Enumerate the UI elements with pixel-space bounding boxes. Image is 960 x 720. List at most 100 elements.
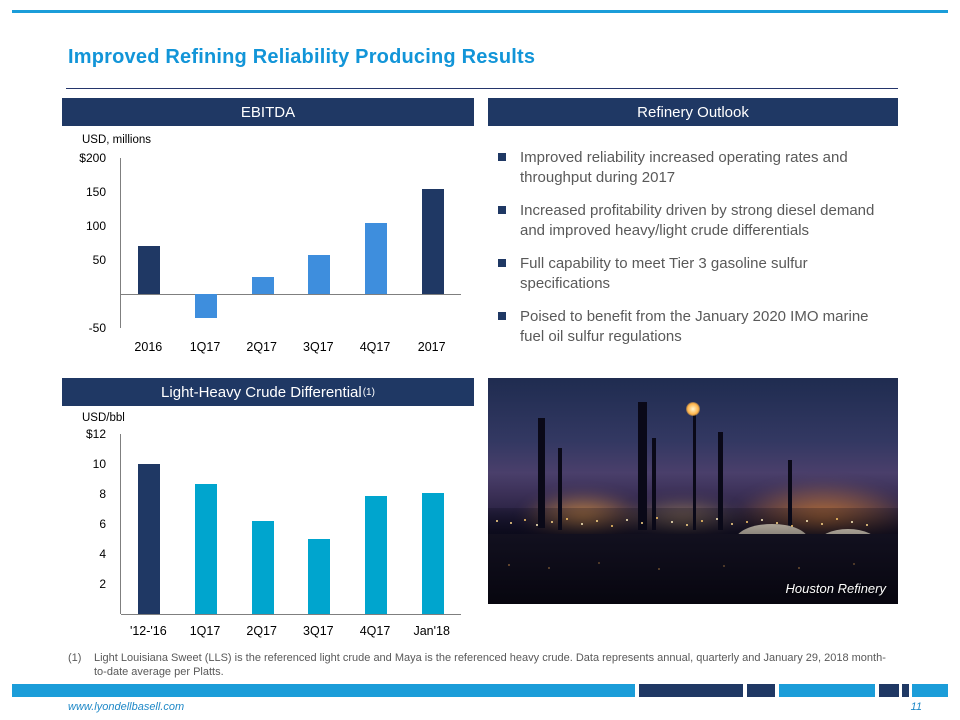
- y-tick-label: 2: [99, 577, 106, 591]
- bullet-text: Poised to benefit from the January 2020 …: [520, 308, 869, 345]
- x-tick-label: 3Q17: [303, 340, 334, 354]
- x-axis-line: [121, 294, 461, 295]
- refinery-light-reflections: [508, 564, 510, 566]
- bar-2016: [138, 246, 161, 294]
- y-tick-label: 100: [85, 219, 106, 233]
- differential-y-axis: $12 10 8 6 4 2: [62, 427, 114, 614]
- differential-axis-title: USD/bbl: [82, 412, 125, 424]
- outlook-bullet-item: Full capability to meet Tier 3 gasoline …: [498, 254, 890, 293]
- bullet-square-icon: [498, 153, 506, 161]
- x-tick-label: 2Q17: [246, 340, 277, 354]
- refinery-stack-silhouette: [718, 432, 723, 530]
- differential-header-footnote-ref: (1): [362, 386, 375, 398]
- ebitda-chart: USD, millions $200 150 100 50 -50 2016 1Q17 2Q…: [62, 128, 474, 373]
- outlook-panel-header: Refinery Outlook: [488, 98, 898, 126]
- x-tick-label: 3Q17: [303, 624, 334, 638]
- refinery-stack-silhouette: [638, 402, 647, 530]
- ebitda-y-axis: $200 150 100 50 -50: [62, 151, 114, 335]
- footer-bar-segment: [747, 684, 775, 697]
- bullet-text: Improved reliability increased operating…: [520, 149, 848, 186]
- footer-bar-gap: [743, 684, 747, 697]
- y-tick-label: $200: [79, 151, 106, 165]
- y-tick-label: 50: [92, 253, 106, 267]
- photo-caption: Houston Refinery: [785, 581, 886, 596]
- bar-3Q17: [308, 255, 331, 294]
- bullet-square-icon: [498, 312, 506, 320]
- footer-url-link[interactable]: www.lyondellbasell.com: [68, 701, 185, 713]
- differential-panel-header: Light-Heavy Crude Differential (1): [62, 378, 474, 406]
- x-tick-label: 1Q17: [189, 340, 221, 354]
- outlook-bullet-list: Improved reliability increased operating…: [498, 148, 890, 360]
- y-tick-label: 8: [99, 487, 106, 501]
- footer-bar-segment: [879, 684, 899, 697]
- refinery-lights: [496, 520, 498, 522]
- bar-4Q17: [365, 222, 387, 294]
- bar-Jan'18: [421, 492, 444, 614]
- y-tick-label: 150: [85, 185, 106, 199]
- bar-'12-'16: [138, 464, 161, 614]
- page-number: 11: [910, 701, 922, 713]
- refinery-flare-stack-silhouette: [693, 412, 696, 530]
- ebitda-x-axis-labels: 2016 1Q17 2Q17 3Q17 4Q17 2017: [120, 340, 460, 354]
- footer-bar-segment: [902, 684, 909, 697]
- footer-bar-gap: [635, 684, 639, 697]
- footer-bar-gap: [875, 684, 879, 697]
- footer-bar-gap: [899, 684, 902, 697]
- footnote: (1) Light Louisiana Sweet (LLS) is the r…: [68, 652, 892, 680]
- refinery-stack-silhouette: [788, 460, 792, 530]
- y-tick-label: 6: [99, 517, 106, 531]
- bar-1Q17: [195, 483, 217, 614]
- outlook-bullet-item: Poised to benefit from the January 2020 …: [498, 307, 890, 346]
- footer-bar-segment: [779, 684, 875, 697]
- bar-2Q17: [251, 521, 274, 614]
- x-axis-line: [121, 614, 461, 615]
- top-accent-line: [12, 10, 948, 13]
- bullet-square-icon: [498, 206, 506, 214]
- outlook-bullet-item: Increased profitability driven by strong…: [498, 201, 890, 240]
- footer-bar-segment: [12, 684, 635, 697]
- ebitda-axis-title: USD, millions: [82, 134, 152, 146]
- outlook-bullet-item: Improved reliability increased operating…: [498, 148, 890, 187]
- y-tick-label: 4: [99, 547, 106, 561]
- differential-plot-area: [120, 434, 461, 615]
- footer-bar-segment: [639, 684, 743, 697]
- refinery-stack-silhouette: [538, 418, 545, 528]
- bullet-text: Full capability to meet Tier 3 gasoline …: [520, 255, 808, 292]
- differential-header-label: Light-Heavy Crude Differential: [161, 383, 362, 401]
- footer-bar-gap: [775, 684, 779, 697]
- refinery-flare-light: [686, 402, 700, 416]
- y-tick-label: -50: [88, 321, 106, 335]
- title-divider: [66, 88, 898, 89]
- refinery-stack-silhouette: [652, 438, 656, 530]
- footer-accent-bar: [12, 684, 948, 697]
- x-tick-label: '12-'16: [129, 624, 167, 638]
- y-tick-label: $12: [85, 427, 106, 441]
- bullet-square-icon: [498, 259, 506, 267]
- x-tick-label: 2Q17: [246, 624, 277, 638]
- photo-foreground: [488, 534, 898, 604]
- x-tick-label: 1Q17: [189, 624, 221, 638]
- x-tick-label: 4Q17: [359, 624, 391, 638]
- bar-4Q17: [365, 495, 387, 614]
- refinery-structures-silhouette: [488, 508, 898, 534]
- x-tick-label: 4Q17: [359, 340, 391, 354]
- x-tick-label: 2017: [417, 340, 446, 354]
- ebitda-header-label: EBITDA: [240, 103, 296, 121]
- bullet-text: Increased profitability driven by strong…: [520, 202, 875, 239]
- bar-1Q17: [195, 294, 217, 318]
- ebitda-panel-header: EBITDA: [62, 98, 474, 126]
- bar-2Q17: [251, 277, 274, 294]
- refinery-stack-silhouette: [558, 448, 562, 530]
- differential-chart: USD/bbl $12 10 8 6 4 2 '12-'16 1Q17 2Q17 3Q17 4Q1…: [62, 406, 474, 656]
- footer-bar-segment: [912, 684, 948, 697]
- bar-3Q17: [308, 539, 331, 614]
- x-tick-label: Jan'18: [413, 624, 450, 638]
- bar-2017: [421, 188, 444, 294]
- differential-x-axis-labels: '12-'16 1Q17 2Q17 3Q17 4Q17 Jan'18: [120, 624, 460, 638]
- ebitda-plot-area: [120, 158, 461, 328]
- y-tick-label: 10: [92, 457, 106, 471]
- slide-title: Improved Refining Reliability Producing …: [68, 46, 536, 68]
- refinery-photo: Houston Refinery: [488, 378, 898, 604]
- footer-bar-gap: [909, 684, 912, 697]
